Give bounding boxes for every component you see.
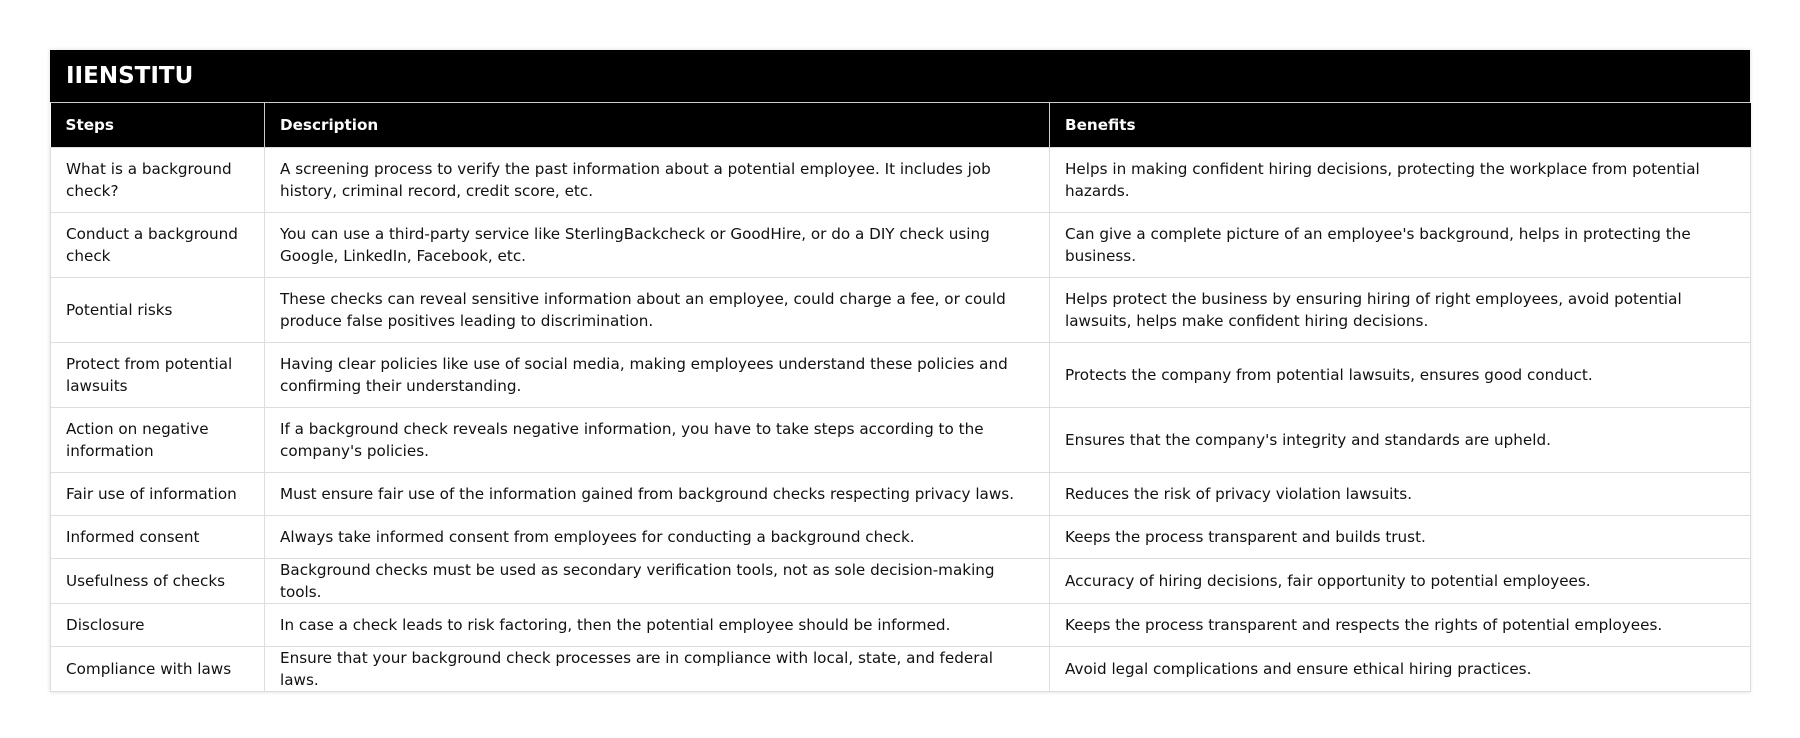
table-row: Fair use of information Must ensure fair … (50, 472, 1751, 516)
table-row: Potential risks These checks can reveal s… (50, 277, 1751, 343)
cell-description: Must ensure fair use of the information … (264, 472, 1050, 516)
cell-description: A screening process to verify the past i… (264, 147, 1050, 213)
header-steps: Steps (50, 103, 265, 148)
steps-table: Steps Description Benefits What is a bac… (50, 103, 1751, 692)
cell-description: Having clear policies like use of social… (264, 342, 1050, 408)
cell-description: If a background check reveals negative i… (264, 407, 1050, 473)
cell-benefit: Accuracy of hiring decisions, fair oppor… (1049, 558, 1751, 604)
cell-step: What is a background check? (50, 147, 265, 213)
cell-benefit: Ensures that the company's integrity and… (1049, 407, 1751, 473)
cell-description: These checks can reveal sensitive inform… (264, 277, 1050, 343)
table-row: Action on negative information If a backg… (50, 407, 1751, 473)
table-row: Disclosure In case a check leads to risk … (50, 603, 1751, 647)
cell-benefit: Protects the company from potential laws… (1049, 342, 1751, 408)
cell-benefit: Helps in making confident hiring decisio… (1049, 147, 1751, 213)
cell-description: Always take informed consent from employ… (264, 515, 1050, 559)
header-description: Description (264, 103, 1050, 148)
cell-description: You can use a third-party service like S… (264, 212, 1050, 278)
cell-description: Background checks must be used as second… (264, 558, 1050, 604)
cell-benefit: Avoid legal complications and ensure eth… (1049, 646, 1751, 692)
cell-step: Action on negative information (50, 407, 265, 473)
cell-step: Informed consent (50, 515, 265, 559)
cell-step: Fair use of information (50, 472, 265, 516)
header-row: Steps Description Benefits (50, 103, 1751, 148)
cell-step: Usefulness of checks (50, 558, 265, 604)
cell-step: Potential risks (50, 277, 265, 343)
cell-benefit: Keeps the process transparent and builds… (1049, 515, 1751, 559)
cell-step: Conduct a background check (50, 212, 265, 278)
cell-step: Compliance with laws (50, 646, 265, 692)
table-row: Protect from potential lawsuits Having cl… (50, 342, 1751, 408)
table-row: Compliance with laws Ensure that your bac… (50, 646, 1751, 692)
table-row: Conduct a background check You can use a … (50, 212, 1751, 278)
cell-benefit: Helps protect the business by ensuring h… (1049, 277, 1751, 343)
table-row: Usefulness of checks Background checks mu… (50, 558, 1751, 604)
cell-benefit: Reduces the risk of privacy violation la… (1049, 472, 1751, 516)
cell-benefit: Keeps the process transparent and respec… (1049, 603, 1751, 647)
header-benefits: Benefits (1049, 103, 1751, 148)
cell-benefit: Can give a complete picture of an employ… (1049, 212, 1751, 278)
table-row: Informed consent Always take informed con… (50, 515, 1751, 559)
cell-step: Protect from potential lawsuits (50, 342, 265, 408)
table-row: What is a background check? A screening p… (50, 147, 1751, 213)
cell-description: Ensure that your background check proces… (264, 646, 1050, 692)
table-title: IIENSTITU (50, 50, 1750, 103)
cell-description: In case a check leads to risk factoring,… (264, 603, 1050, 647)
cell-step: Disclosure (50, 603, 265, 647)
table-container: IIENSTITU Steps Description Benefits Wha… (50, 50, 1751, 692)
